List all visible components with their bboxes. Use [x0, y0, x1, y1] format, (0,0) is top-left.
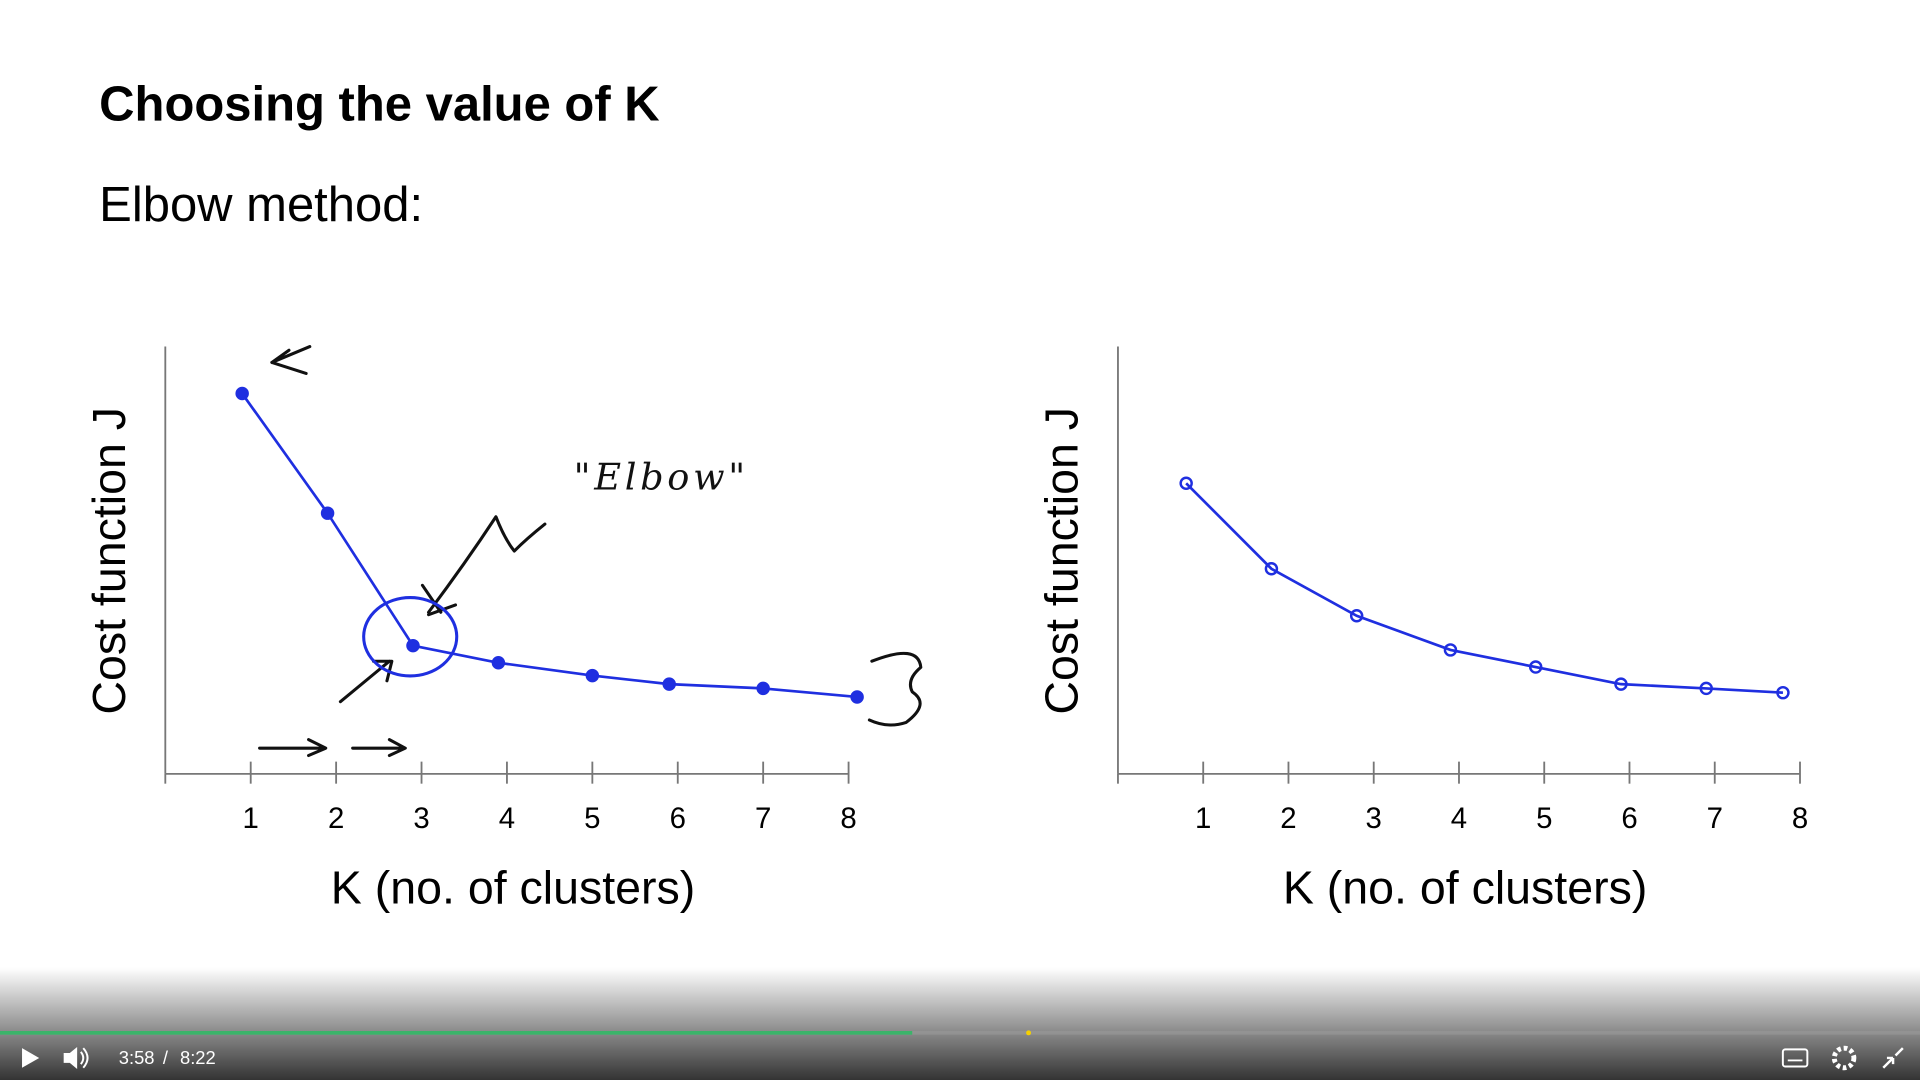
x-tick-label: 3	[1366, 802, 1382, 835]
x-tick-label: 7	[1707, 802, 1723, 835]
settings-button[interactable]	[1831, 1045, 1857, 1071]
data-point	[1179, 476, 1193, 491]
captions-button[interactable]	[1781, 1048, 1809, 1068]
data-point	[1528, 660, 1543, 674]
annotation: "Elbow"	[574, 456, 749, 499]
x-tick-label: 4	[1451, 802, 1467, 835]
data-point	[406, 638, 420, 653]
data-point	[585, 668, 600, 683]
data-point	[662, 677, 676, 691]
handwriting	[258, 345, 923, 758]
duration: 8:22	[180, 1047, 216, 1068]
slide-title: Choosing the value of K	[99, 78, 659, 132]
progress-played	[0, 1031, 913, 1035]
volume-button[interactable]	[63, 1046, 89, 1069]
data-point	[1699, 681, 1713, 696]
x-tick-label: 6	[670, 802, 686, 835]
slide-subtitle: Elbow method:	[99, 178, 423, 232]
data-point	[1443, 643, 1458, 657]
data-point	[1776, 685, 1790, 700]
data-point	[491, 656, 506, 670]
progress-track[interactable]	[0, 1031, 1920, 1035]
data-point	[320, 506, 335, 520]
x-tick-label: 1	[1195, 802, 1211, 835]
x-tick-label: 5	[1536, 802, 1552, 835]
x-tick-label: 5	[584, 802, 600, 835]
play-button[interactable]	[22, 1048, 40, 1068]
x-tick-label: 6	[1621, 802, 1637, 835]
x-tick-label: 4	[499, 802, 515, 835]
x-tick-label: 7	[755, 802, 771, 835]
y-axis-label: Cost function J	[1036, 407, 1088, 715]
x-axis-label: K (no. of clusters)	[331, 862, 696, 914]
x-tick-label: 2	[328, 802, 344, 835]
data-point	[1614, 677, 1628, 691]
exit-fullscreen-button[interactable]	[1882, 1047, 1904, 1069]
data-point	[756, 681, 770, 696]
data-point	[1349, 609, 1364, 623]
x-tick-label: 8	[840, 802, 856, 835]
cost-curve	[1185, 482, 1784, 695]
current-time: 3:58	[119, 1047, 155, 1068]
data-point	[235, 386, 249, 401]
y-axis-label: Cost function J	[83, 407, 135, 715]
controls-shade	[0, 967, 1920, 1080]
progress-marker	[1026, 1030, 1032, 1036]
cost-curve	[241, 392, 858, 699]
x-axis-label: K (no. of clusters)	[1283, 862, 1647, 914]
x-tick-label: 1	[243, 802, 259, 835]
data-point	[1264, 562, 1279, 576]
x-tick-label: 2	[1280, 802, 1296, 835]
x-tick-label: 3	[413, 802, 429, 835]
data-point	[850, 690, 864, 704]
time-separator: /	[163, 1047, 169, 1068]
x-tick-label: 8	[1792, 802, 1808, 835]
